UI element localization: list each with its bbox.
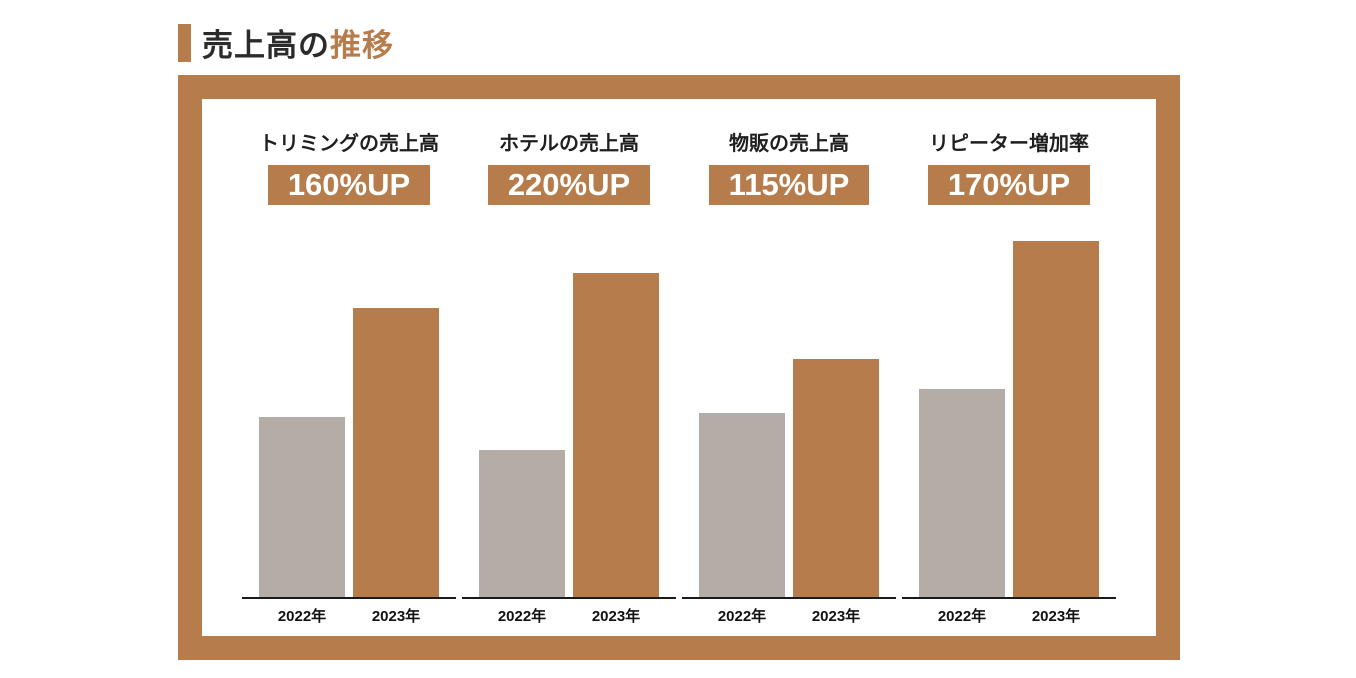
bar-pair <box>242 239 456 597</box>
axis-line <box>902 597 1116 599</box>
title-accent-bar <box>178 23 191 62</box>
group-title: トリミングの売上高 <box>259 133 439 155</box>
page-title-prefix: 売上高の <box>202 28 330 63</box>
growth-badge: 220%UP <box>487 165 651 205</box>
year-labels: 2022年 2023年 <box>919 605 1099 626</box>
axis-line <box>682 597 896 599</box>
bar-2023 <box>353 308 439 597</box>
growth-badge: 170%UP <box>927 165 1091 205</box>
year-labels: 2022年 2023年 <box>699 605 879 626</box>
chart-area: トリミングの売上高 160%UP 2022年 2023年 ホテルの売上高 220… <box>202 99 1156 636</box>
page-title: 売上高の推移 <box>202 20 394 65</box>
bar-2022 <box>699 413 785 597</box>
bar-2022 <box>259 417 345 597</box>
group-title: 物販の売上高 <box>729 133 849 155</box>
axis-line <box>242 597 456 599</box>
chart-group-hotel: ホテルの売上高 220%UP 2022年 2023年 <box>462 131 676 636</box>
chart-group-trimming: トリミングの売上高 160%UP 2022年 2023年 <box>242 131 456 636</box>
growth-badge: 160%UP <box>267 165 431 205</box>
year-labels: 2022年 2023年 <box>479 605 659 626</box>
group-title: リピーター増加率 <box>929 133 1089 155</box>
bar-pair <box>462 239 676 597</box>
page-title-row: 売上高の推移 <box>178 20 394 65</box>
chart-group-merchandise: 物販の売上高 115%UP 2022年 2023年 <box>682 131 896 636</box>
growth-badge: 115%UP <box>708 165 870 205</box>
year-label-2022: 2022年 <box>497 608 547 625</box>
axis-line <box>462 597 676 599</box>
bar-2022 <box>919 389 1005 597</box>
year-label-2023: 2023年 <box>371 608 421 625</box>
year-label-2023: 2023年 <box>591 608 641 625</box>
bar-pair <box>902 239 1116 597</box>
group-title: ホテルの売上高 <box>499 133 639 155</box>
year-label-2022: 2022年 <box>937 608 987 625</box>
chart-group-repeater: リピーター増加率 170%UP 2022年 2023年 <box>902 131 1116 636</box>
year-label-2022: 2022年 <box>717 608 767 625</box>
bar-2023 <box>1013 241 1099 597</box>
bar-2022 <box>479 450 565 597</box>
bar-2023 <box>793 359 879 597</box>
bar-pair <box>682 239 896 597</box>
year-label-2022: 2022年 <box>277 608 327 625</box>
year-label-2023: 2023年 <box>811 608 861 625</box>
chart-frame: トリミングの売上高 160%UP 2022年 2023年 ホテルの売上高 220… <box>178 75 1180 660</box>
bar-2023 <box>573 273 659 597</box>
year-labels: 2022年 2023年 <box>259 605 439 626</box>
year-label-2023: 2023年 <box>1031 608 1081 625</box>
page-title-accent: 推移 <box>330 28 394 63</box>
